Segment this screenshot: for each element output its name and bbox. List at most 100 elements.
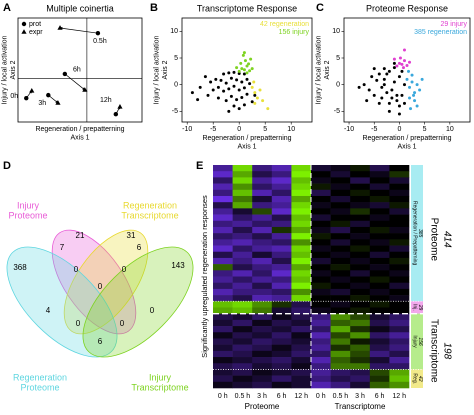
heat-cell: [291, 220, 312, 228]
x-axis-label: Regeneration / prepatterning: [202, 135, 291, 142]
point: [375, 78, 379, 82]
heat-cell: [389, 220, 410, 228]
heat-cell: [291, 326, 312, 333]
column-label: 3 h: [355, 393, 365, 400]
heat-cell: [232, 226, 253, 234]
heat-cell: [330, 295, 351, 302]
heat-cell: [330, 375, 351, 383]
heat-cell: [232, 276, 253, 283]
heat-cell: [369, 202, 390, 209]
point: [401, 66, 405, 70]
heat-cell: [389, 214, 410, 222]
point: [408, 96, 412, 100]
heat-cell: [330, 245, 351, 253]
heat-cell: [291, 282, 312, 290]
heat-cell: [271, 195, 292, 203]
block-count: 29: [417, 304, 423, 311]
heat-cell: [369, 251, 390, 259]
heat-cell: [369, 270, 390, 277]
point: [253, 101, 257, 105]
heat-cell: [311, 307, 331, 314]
set-label: Transcriptome: [121, 210, 178, 220]
legend-label: 385 regeneration: [414, 29, 467, 36]
heat-cell: [350, 220, 371, 228]
heat-cell: [350, 214, 371, 222]
x-tick-label: 10: [446, 126, 454, 133]
x-tick-label: 10: [287, 126, 295, 133]
heat-cell: [330, 369, 351, 376]
heat-cell: [291, 233, 312, 240]
point-label: 0.5h: [93, 38, 107, 45]
heat-cell: [311, 189, 331, 197]
heat-cell: [232, 295, 253, 302]
point: [387, 109, 391, 113]
point: [240, 67, 244, 71]
heat-cell: [311, 344, 331, 352]
heat-cell: [291, 369, 312, 376]
block-label: Injury: [412, 335, 418, 348]
heat-cell: [389, 270, 410, 277]
point: [266, 107, 270, 111]
heat-cell: [271, 344, 292, 352]
heat-cell: [350, 282, 371, 290]
heat-cell: [213, 313, 233, 321]
heat-cell: [350, 189, 371, 197]
heat-cell: [369, 239, 390, 246]
heat-cell: [311, 357, 331, 364]
set-label: Injury: [149, 372, 172, 382]
legend-label: prot: [29, 21, 41, 28]
point: [247, 62, 251, 66]
heat-cell: [369, 282, 390, 290]
heat-cell: [311, 301, 331, 308]
arrow: [59, 26, 98, 34]
heat-cell: [213, 270, 233, 277]
heat-cell: [350, 319, 371, 327]
heat-cell: [330, 270, 351, 277]
heat-cell: [389, 338, 410, 345]
point: [380, 96, 384, 100]
point: [24, 95, 29, 101]
point: [400, 69, 404, 73]
heat-cell: [330, 344, 351, 352]
point: [235, 78, 239, 82]
heat-cell: [389, 375, 410, 383]
heat-cell: [389, 233, 410, 240]
point: [209, 80, 213, 84]
heat-cell: [311, 251, 331, 259]
region-count: 31: [127, 231, 136, 240]
heat-cell: [350, 344, 371, 352]
heat-cell: [271, 381, 292, 389]
heat-cell: [213, 177, 233, 184]
heat-cell: [350, 276, 371, 283]
heat-cell: [311, 295, 331, 302]
point: [237, 107, 241, 111]
point: [227, 71, 231, 75]
point: [400, 93, 404, 97]
heat-cell: [252, 313, 273, 321]
heat-cell: [252, 326, 273, 333]
heat-cell: [252, 375, 273, 383]
point: [252, 80, 256, 84]
block-label: Inj.: [412, 304, 418, 311]
heat-cell: [311, 177, 331, 184]
heat-cell: [311, 363, 331, 370]
heat-cell: [369, 214, 390, 222]
heat-cell: [291, 171, 312, 178]
heat-cell: [350, 288, 371, 296]
set-ellipse: [6, 246, 118, 358]
point: [242, 72, 246, 76]
point: [365, 99, 369, 103]
heat-cell: [389, 257, 410, 265]
legend-label: expr: [29, 29, 43, 36]
heat-cell: [311, 276, 331, 283]
panel-letter: A: [3, 2, 11, 14]
heat-cell: [389, 171, 410, 178]
heat-cell: [350, 295, 371, 302]
heat-cell: [232, 257, 253, 265]
block-count: 42: [417, 376, 423, 382]
heat-cell: [232, 270, 253, 277]
heat-cell: [330, 220, 351, 228]
heat-cell: [330, 301, 351, 308]
heat-cell: [350, 270, 371, 277]
